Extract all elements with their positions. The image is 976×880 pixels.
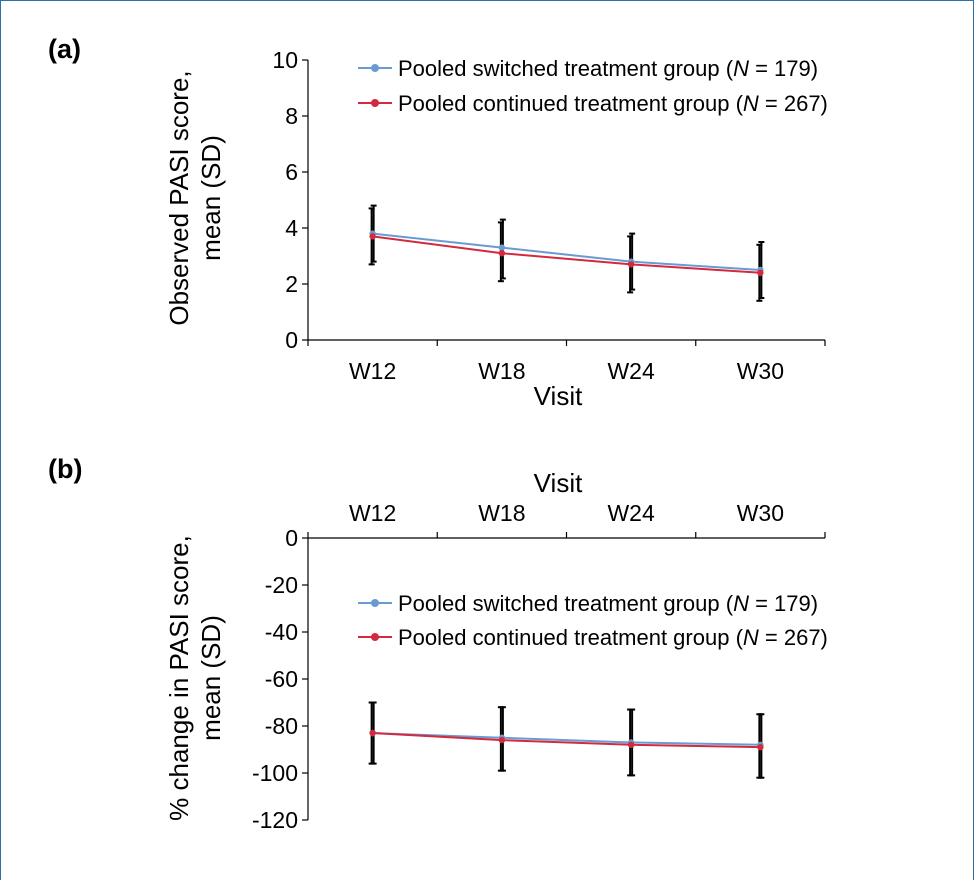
figure-canvas: (a) Observed PASI score, mean (SD) Visit… [48,34,828,833]
panel-b-ylabel-line1: % change in PASI score, [164,535,194,821]
panel-b-xlabel: Visit [534,468,583,498]
legend-marker-continued [371,633,379,641]
panel-b-ylabel-line2: mean (SD) [196,615,226,741]
data-point-continued [369,233,376,240]
x-tick-label: W24 [607,358,655,384]
y-tick-label: 0 [285,327,298,353]
series-line-continued [372,732,761,749]
panel-a: (a) Observed PASI score, mean (SD) Visit… [48,34,828,411]
panel-b: (b) % change in PASI score, mean (SD) Vi… [48,454,828,833]
legend-marker-continued [371,99,379,107]
legend-marker-switched [371,599,379,607]
y-tick-label: -20 [265,572,298,598]
x-tick-label: W18 [478,358,525,384]
y-tick-label: -80 [265,713,298,739]
panel-a-xlabel: Visit [534,381,583,411]
y-tick-label: 10 [272,47,298,73]
y-tick-label: -40 [265,619,298,645]
data-point-continued [369,729,376,737]
y-tick-label: -120 [252,807,298,833]
x-tick-label: W30 [737,500,784,526]
data-point-continued [757,743,764,751]
data-point-switched [498,244,506,251]
panel-b-legend: Pooled switched treatment group (N = 179… [358,591,828,650]
legend-text-continued: Pooled continued treatment group (N = 26… [398,91,828,116]
data-point-continued [498,736,506,744]
panel-a-ylabel-line2: mean (SD) [196,135,226,261]
x-tick-label: W18 [478,500,525,526]
panel-a-ylabel-line1: Observed PASI score, [164,70,194,325]
panel-a-legend: Pooled switched treatment group (N = 179… [358,56,828,116]
x-tick-label: W24 [607,500,655,526]
y-tick-label: 2 [285,271,298,297]
y-tick-label: 6 [285,159,298,185]
legend-text-switched: Pooled switched treatment group (N = 179… [398,56,818,81]
series-line-switched [372,732,761,746]
data-point-continued [627,261,635,268]
legend-text-continued: Pooled continued treatment group (N = 26… [398,625,828,650]
series-line-switched [372,232,761,271]
x-tick-label: W30 [737,358,784,384]
y-tick-label: 4 [285,215,298,241]
legend-marker-switched [371,64,379,72]
panel-b-label: (b) [48,454,82,484]
x-tick-label: W12 [349,358,396,384]
y-tick-label: -60 [265,666,298,692]
series-line-continued [372,235,761,274]
panel-a-label: (a) [48,34,81,64]
y-tick-label: 0 [285,525,298,551]
legend-text-switched: Pooled switched treatment group (N = 179… [398,591,818,616]
data-point-continued [498,250,506,257]
data-point-continued [757,269,764,276]
y-tick-label: -100 [252,760,298,786]
data-point-continued [627,741,635,748]
y-tick-label: 8 [285,103,298,129]
x-tick-label: W12 [349,500,396,526]
